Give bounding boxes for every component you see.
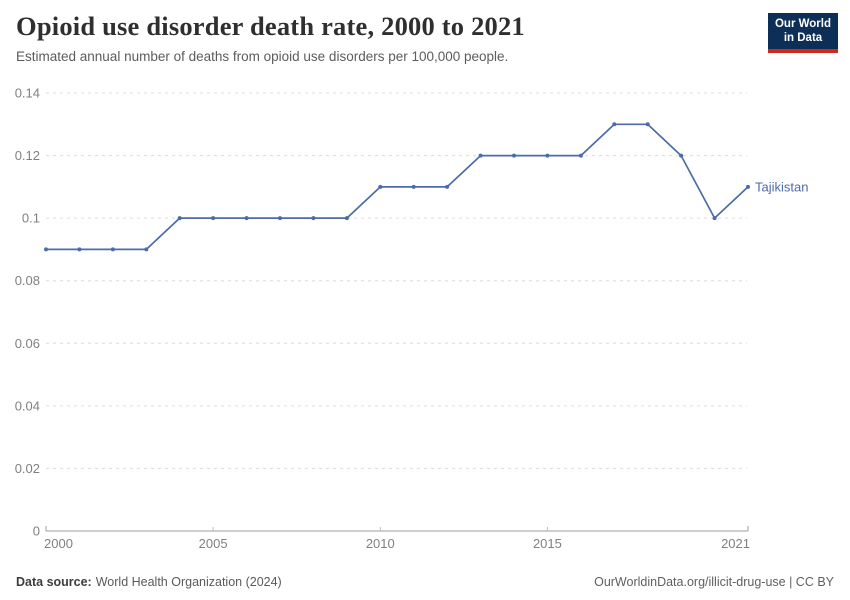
x-tick-label: 2000	[44, 536, 73, 551]
data-point[interactable]	[411, 184, 416, 189]
data-point[interactable]	[512, 153, 516, 158]
data-point[interactable]	[44, 247, 48, 252]
license-note: OurWorldinData.org/illicit-drug-use | CC…	[594, 575, 834, 589]
y-tick-label: 0.14	[15, 86, 40, 101]
data-point[interactable]	[378, 184, 383, 189]
y-tick-label: 0.02	[15, 461, 40, 476]
owid-logo[interactable]: Our World in Data	[768, 13, 838, 53]
y-tick-label: 0.08	[15, 273, 40, 288]
chart-subtitle: Estimated annual number of deaths from o…	[16, 49, 509, 64]
data-point[interactable]	[612, 122, 617, 127]
data-point[interactable]	[679, 153, 684, 158]
data-source: Data source: World Health Organization (2…	[16, 575, 282, 589]
y-tick-label: 0.06	[15, 336, 40, 351]
y-tick-label: 0.1	[22, 211, 40, 226]
data-point[interactable]	[278, 216, 282, 221]
data-point[interactable]	[211, 216, 216, 221]
data-source-value: World Health Organization (2024)	[95, 575, 282, 589]
data-point[interactable]	[344, 216, 349, 221]
data-point[interactable]	[311, 216, 316, 221]
chart-footer: Data source: World Health Organization (2…	[16, 575, 834, 589]
x-tick-label: 2021	[721, 536, 750, 551]
x-tick-label: 2010	[366, 536, 395, 551]
data-point[interactable]	[177, 216, 182, 221]
data-point[interactable]	[746, 184, 750, 189]
data-point[interactable]	[645, 122, 650, 127]
y-tick-label: 0.04	[15, 398, 40, 413]
series-line[interactable]	[45, 123, 749, 251]
data-point[interactable]	[478, 153, 483, 158]
data-point[interactable]	[110, 247, 115, 252]
x-tick-label: 2005	[199, 536, 228, 551]
owid-logo-line1: Our World	[774, 18, 831, 30]
data-point[interactable]	[244, 216, 249, 221]
data-source-label: Data source:	[16, 575, 92, 589]
y-tick-label: 0	[33, 524, 40, 539]
y-tick-label: 0.12	[15, 148, 40, 163]
x-tick-label: 2015	[533, 536, 562, 551]
chart-title: Opioid use disorder death rate, 2000 to …	[16, 11, 525, 41]
data-point[interactable]	[144, 247, 149, 252]
owid-logo-line2: in Data	[783, 32, 823, 45]
series-label[interactable]: Tajikistan	[755, 179, 808, 194]
data-point[interactable]	[712, 216, 717, 221]
data-point[interactable]	[545, 153, 550, 158]
data-point[interactable]	[77, 247, 82, 252]
data-point[interactable]	[445, 184, 450, 189]
data-point[interactable]	[578, 153, 583, 158]
